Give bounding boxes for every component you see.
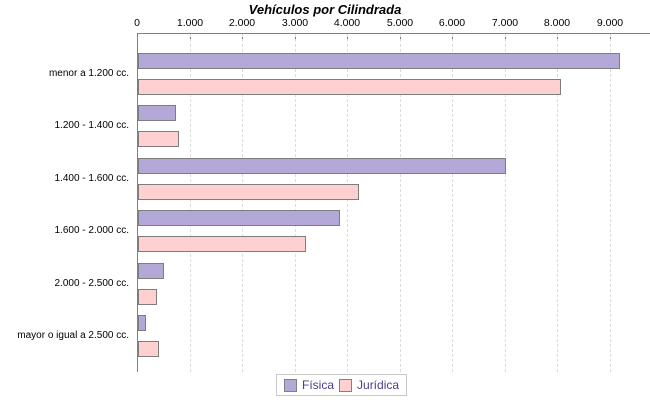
x-tick-label: 0 — [134, 17, 140, 29]
bar-fisica — [138, 105, 176, 121]
legend: Física Jurídica — [276, 374, 408, 396]
category-label: 2.000 - 2.500 cc. — [54, 278, 130, 289]
category-label: 1.200 - 1.400 cc. — [54, 120, 130, 131]
bar-juridica — [138, 79, 561, 95]
vertical-gridline — [242, 34, 243, 372]
x-tick-label: 7.000 — [491, 17, 519, 29]
bar-juridica — [138, 236, 306, 252]
bar-juridica — [138, 341, 159, 357]
x-tick-label: 4.000 — [333, 17, 361, 29]
bar-juridica — [138, 131, 179, 147]
x-tick-label: 3.000 — [281, 17, 309, 29]
juridica-legend-swatch — [339, 378, 353, 392]
juridica-legend-label: Jurídica — [357, 378, 400, 392]
vertical-gridline — [347, 34, 348, 372]
category-label: mayor o igual a 2.500 cc. — [17, 330, 129, 341]
x-tick-label: 6.000 — [438, 17, 466, 29]
y-axis-line — [137, 33, 138, 372]
vertical-gridline — [452, 34, 453, 372]
x-tick-label: 8.000 — [543, 17, 571, 29]
vertical-gridline — [295, 34, 296, 372]
chart-title: Vehículos por Cilindrada — [248, 2, 402, 17]
category-label: 1.600 - 2.000 cc. — [54, 225, 130, 236]
vertical-gridline — [557, 34, 558, 372]
x-tick-label: 5.000 — [386, 17, 414, 29]
vertical-gridline — [610, 34, 611, 372]
bar-juridica — [138, 184, 359, 200]
bar-juridica — [138, 289, 157, 305]
vertical-gridline — [190, 34, 191, 372]
bar-fisica — [138, 315, 146, 331]
x-axis-line — [137, 33, 650, 34]
x-tick-mark — [137, 34, 138, 39]
bar-fisica — [138, 210, 340, 226]
x-tick-label: 2.000 — [228, 17, 256, 29]
bar-fisica — [138, 263, 164, 279]
bar-fisica — [138, 158, 506, 174]
bar-fisica — [138, 53, 620, 69]
vertical-gridline — [505, 34, 506, 372]
vertical-gridline — [400, 34, 401, 372]
category-label: 1.400 - 1.600 cc. — [54, 173, 130, 184]
category-label: menor a 1.200 cc. — [48, 68, 129, 79]
fisica-legend-swatch — [284, 378, 297, 392]
x-tick-label: 1.000 — [176, 17, 204, 29]
x-tick-label: 9.000 — [596, 17, 624, 29]
fisica-legend-label: Física — [302, 378, 335, 392]
